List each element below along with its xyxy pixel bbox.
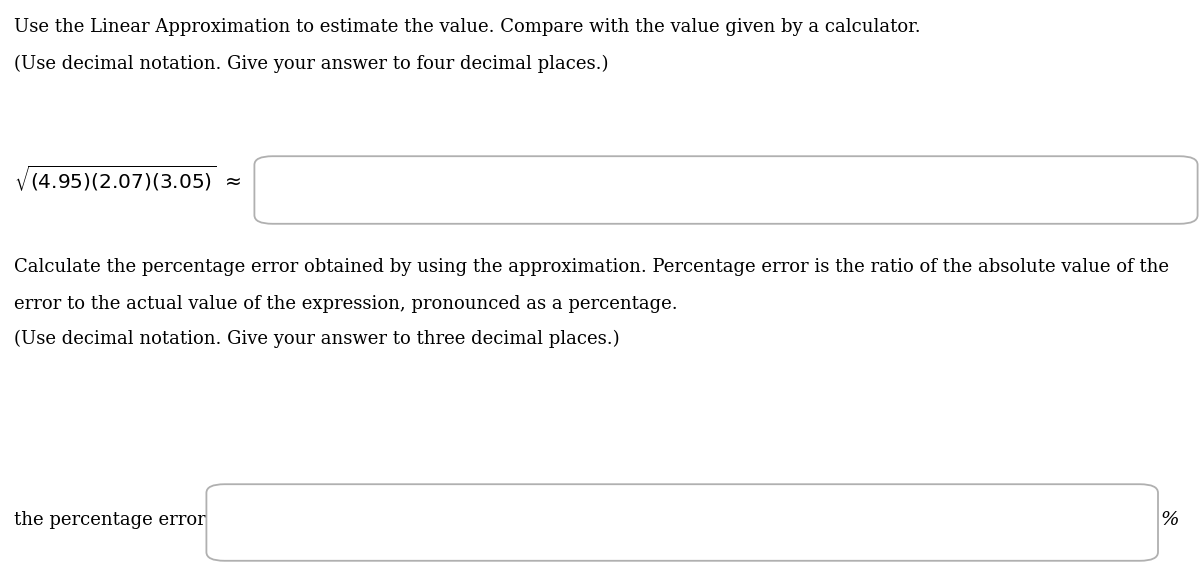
Text: %: % bbox=[1160, 511, 1178, 529]
Text: the percentage error:: the percentage error: bbox=[14, 511, 212, 529]
FancyBboxPatch shape bbox=[206, 484, 1158, 561]
Text: (Use decimal notation. Give your answer to four decimal places.): (Use decimal notation. Give your answer … bbox=[14, 55, 608, 73]
FancyBboxPatch shape bbox=[254, 156, 1198, 224]
Text: Use the Linear Approximation to estimate the value. Compare with the value given: Use the Linear Approximation to estimate… bbox=[14, 18, 922, 36]
Text: $\sqrt{(4.95)(2.07)(3.05)}\ \approx$: $\sqrt{(4.95)(2.07)(3.05)}\ \approx$ bbox=[14, 163, 241, 193]
Text: error to the actual value of the expression, pronounced as a percentage.: error to the actual value of the express… bbox=[14, 295, 678, 313]
Text: (Use decimal notation. Give your answer to three decimal places.): (Use decimal notation. Give your answer … bbox=[14, 330, 620, 349]
Text: Calculate the percentage error obtained by using the approximation. Percentage e: Calculate the percentage error obtained … bbox=[14, 258, 1170, 276]
